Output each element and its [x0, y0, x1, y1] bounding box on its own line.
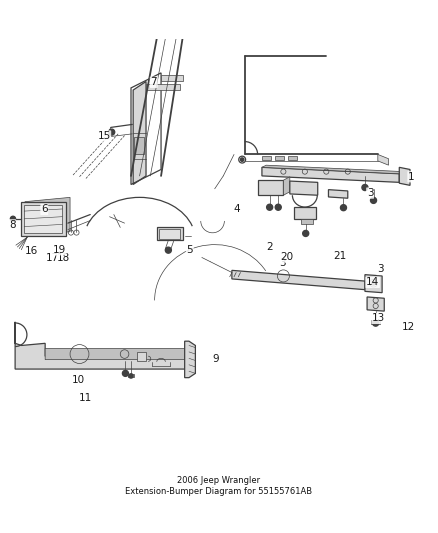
Text: 21: 21	[333, 251, 346, 261]
Text: 14: 14	[366, 277, 379, 287]
Polygon shape	[157, 228, 183, 240]
Text: 17: 17	[46, 253, 59, 263]
Polygon shape	[185, 341, 195, 378]
Text: 3: 3	[377, 264, 384, 274]
Text: 20: 20	[280, 252, 293, 262]
Polygon shape	[159, 229, 180, 239]
Bar	[262, 156, 272, 159]
Polygon shape	[283, 177, 290, 195]
Circle shape	[109, 129, 115, 135]
Polygon shape	[294, 207, 315, 219]
Polygon shape	[262, 167, 399, 182]
Polygon shape	[138, 352, 146, 361]
Text: 19: 19	[53, 245, 66, 255]
Polygon shape	[161, 75, 183, 82]
Circle shape	[267, 204, 272, 210]
Bar	[300, 219, 314, 224]
Polygon shape	[25, 197, 70, 236]
Text: 8: 8	[9, 220, 15, 230]
Polygon shape	[24, 205, 62, 232]
Polygon shape	[328, 190, 348, 198]
Circle shape	[373, 320, 379, 326]
Bar	[371, 320, 380, 324]
Text: 6: 6	[41, 204, 48, 214]
Text: 10: 10	[72, 375, 85, 385]
Text: 2006 Jeep Wrangler
Extension-Bumper Diagram for 55155761AB: 2006 Jeep Wrangler Extension-Bumper Diag…	[125, 477, 313, 496]
Polygon shape	[262, 165, 403, 174]
Bar	[288, 156, 297, 159]
Bar	[134, 138, 144, 155]
Text: 7: 7	[150, 77, 157, 87]
Circle shape	[303, 230, 309, 237]
Polygon shape	[133, 82, 146, 184]
Polygon shape	[367, 297, 384, 311]
Text: 4: 4	[233, 204, 240, 214]
Text: 15: 15	[97, 131, 110, 141]
Polygon shape	[45, 349, 188, 360]
Circle shape	[372, 281, 375, 285]
Polygon shape	[15, 322, 189, 369]
Polygon shape	[290, 181, 318, 195]
Text: 9: 9	[212, 354, 219, 364]
Polygon shape	[232, 270, 365, 289]
Polygon shape	[21, 201, 66, 236]
Text: 5: 5	[187, 245, 193, 255]
Circle shape	[340, 205, 346, 211]
Circle shape	[166, 247, 171, 253]
Circle shape	[371, 197, 377, 204]
Text: 2: 2	[266, 242, 273, 252]
Polygon shape	[365, 274, 382, 293]
Text: 1: 1	[408, 172, 415, 182]
Circle shape	[362, 184, 368, 190]
Text: 3: 3	[279, 258, 286, 268]
Text: 3: 3	[367, 188, 374, 198]
Circle shape	[240, 158, 244, 161]
Text: 11: 11	[78, 393, 92, 403]
Circle shape	[122, 370, 128, 376]
Polygon shape	[399, 167, 410, 185]
Polygon shape	[378, 155, 389, 165]
Text: 12: 12	[402, 322, 415, 333]
Bar	[275, 156, 284, 159]
Polygon shape	[258, 180, 283, 195]
Text: 13: 13	[372, 313, 385, 324]
Circle shape	[129, 374, 133, 378]
Text: 18: 18	[57, 253, 70, 263]
Bar	[128, 374, 134, 377]
Circle shape	[11, 216, 15, 221]
Polygon shape	[146, 84, 180, 90]
Text: 16: 16	[25, 246, 38, 256]
Circle shape	[275, 204, 281, 210]
